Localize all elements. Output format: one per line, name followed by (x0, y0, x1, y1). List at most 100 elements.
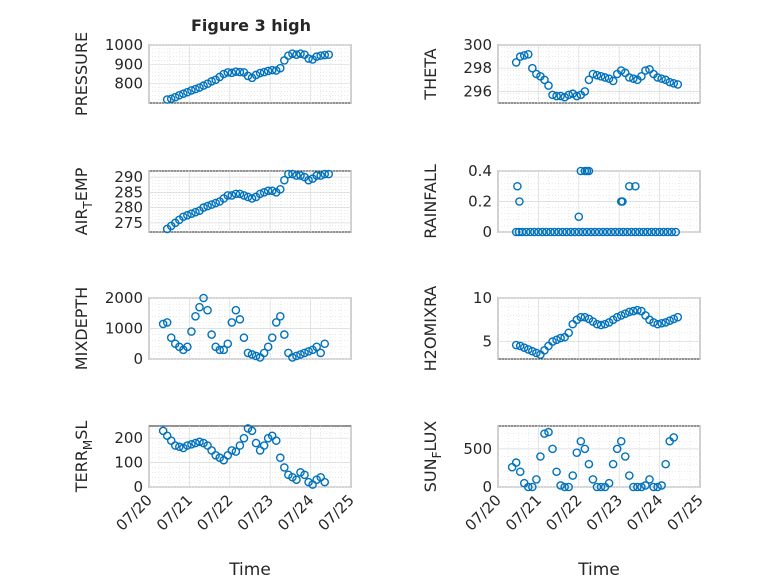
data-point (629, 74, 638, 83)
data-point (251, 70, 261, 80)
data-point (235, 189, 245, 199)
data-point (296, 49, 305, 59)
data-point (191, 438, 200, 448)
y-tick-label: 275 (114, 214, 143, 232)
data-point (592, 70, 602, 80)
subplot-rainfall: 0 0.2 0.4 RAINFALL (421, 162, 701, 241)
subplot-theta: 296 298 300 THETA (421, 36, 701, 104)
data-point (594, 227, 604, 237)
data-point (247, 350, 257, 359)
y-tick-label: 0.4 (468, 162, 492, 180)
data-point (663, 227, 672, 237)
subplot-sun-flux: 0 500 SUNFLUX 07/2007/2107/2207/2307/2407/2… (421, 421, 707, 580)
data-point (312, 171, 321, 180)
data-point (625, 73, 634, 82)
y-tick-label: 0 (133, 350, 143, 368)
data-point (170, 441, 180, 450)
data-point (669, 78, 679, 88)
data-point (195, 302, 204, 312)
data-point (574, 227, 584, 237)
data-point (304, 347, 313, 356)
data-point (657, 74, 666, 83)
data-point (259, 67, 269, 77)
data-point (511, 458, 521, 467)
data-point (215, 345, 224, 355)
y-tick-label: 200 (114, 429, 143, 447)
data-point (267, 65, 277, 75)
data-point (519, 51, 529, 60)
data-point (524, 345, 533, 354)
data-point (580, 87, 590, 96)
data-point (631, 181, 640, 191)
data-point (187, 439, 196, 449)
data-point (300, 348, 309, 358)
data-point (280, 463, 289, 472)
data-point (582, 227, 592, 237)
x-tick-label: 07/25 (664, 491, 707, 534)
data-point (195, 83, 204, 92)
figure-title: Figure 3 high (191, 16, 311, 35)
y-tick-label: 5 (482, 333, 492, 351)
data-point (645, 475, 654, 484)
data-point (255, 189, 265, 199)
data-point (316, 348, 326, 358)
data-point (604, 478, 614, 488)
data-point (661, 459, 670, 469)
data-point (600, 319, 610, 329)
data-point (275, 453, 285, 463)
data-point (570, 227, 580, 237)
data-point (580, 312, 590, 322)
data-point (596, 72, 606, 81)
data-point (534, 227, 543, 237)
data-point (179, 89, 188, 99)
data-point (598, 227, 608, 237)
data-point (574, 212, 584, 222)
data-point (271, 436, 281, 445)
y-tick-label: 0 (133, 478, 143, 496)
data-point (608, 459, 618, 469)
data-point (263, 186, 273, 196)
data-point (517, 227, 527, 237)
data-point (659, 227, 668, 237)
y-tick-label: 285 (114, 183, 143, 201)
data-point (588, 69, 598, 79)
data-point (263, 342, 273, 352)
y-tick-label: 0 (482, 223, 492, 241)
data-point (195, 437, 204, 447)
data-point (625, 471, 634, 480)
data-point (515, 197, 524, 206)
data-point (584, 166, 594, 176)
data-point (548, 90, 557, 100)
data-point (312, 52, 321, 61)
data-point (665, 316, 675, 325)
x-axis-label: Time (228, 560, 271, 580)
x-tick-label: 07/21 (153, 491, 196, 534)
data-point (324, 50, 334, 59)
data-point (532, 475, 541, 484)
data-point (546, 227, 555, 237)
data-point (641, 481, 650, 490)
data-point (166, 94, 176, 104)
data-point (292, 475, 301, 484)
data-point (304, 54, 313, 63)
data-point (540, 75, 549, 85)
data-point (267, 333, 277, 342)
data-point (231, 189, 241, 199)
data-point (536, 452, 545, 461)
x-axis-label: Time (577, 560, 620, 580)
data-point (667, 227, 677, 237)
y-axis-label: PRESSURE (72, 32, 91, 116)
data-point (170, 92, 180, 102)
data-point (653, 73, 662, 82)
data-point (568, 471, 578, 480)
data-point (288, 169, 297, 179)
data-point (625, 307, 634, 317)
data-point (528, 482, 537, 492)
x-tick-label: 07/23 (583, 491, 626, 534)
data-point (548, 444, 557, 454)
data-point (288, 49, 297, 59)
data-point (610, 227, 620, 237)
data-point (223, 68, 233, 77)
data-point (515, 467, 525, 477)
